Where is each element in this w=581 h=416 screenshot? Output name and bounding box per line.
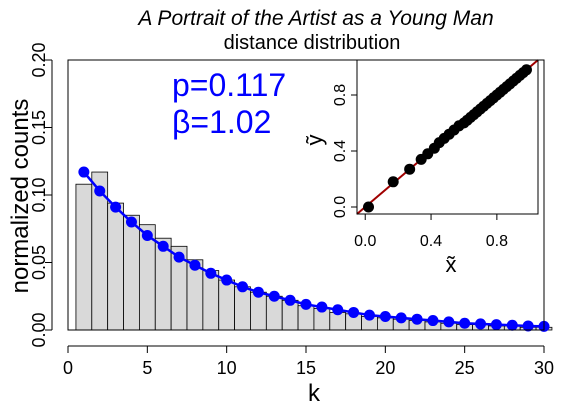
inset-y-tick-label: 0.0: [332, 196, 349, 218]
inset-point: [520, 64, 532, 76]
y-axis-label: normalized counts: [7, 99, 34, 294]
fit-point: [459, 317, 471, 329]
x-tick-label: 15: [296, 358, 316, 378]
fit-point: [522, 320, 534, 332]
fit-point: [427, 315, 439, 327]
histogram-bar: [250, 291, 267, 331]
fit-point: [348, 306, 360, 318]
inset-panel: [356, 59, 539, 215]
fit-point: [78, 166, 90, 178]
fit-point: [284, 294, 296, 306]
histogram-bar: [107, 202, 124, 331]
fit-point: [268, 290, 280, 302]
x-tick-label: 10: [217, 358, 237, 378]
inset-y-tick-label: 0.4: [332, 140, 349, 162]
fit-point: [189, 259, 201, 271]
x-tick-label: 30: [534, 358, 554, 378]
fit-point: [379, 311, 391, 322]
x-tick-label: 0: [63, 358, 73, 378]
fit-point: [363, 309, 375, 321]
inset-point: [404, 163, 416, 175]
y-tick-label: 0.05: [29, 245, 49, 280]
inset-frame: [356, 59, 539, 215]
x-axis-label: k: [308, 380, 321, 407]
fit-point: [395, 312, 407, 324]
chart-title: A Portrait of the Artist as a Young Man: [136, 7, 493, 30]
fit-point: [443, 316, 455, 328]
fit-point: [125, 216, 137, 228]
inset-y-axis-label: ỹ: [302, 135, 327, 146]
fit-point: [475, 318, 487, 330]
histogram-bar: [154, 237, 172, 331]
fit-point: [237, 281, 249, 293]
fit-point: [94, 185, 106, 197]
fit-point: [173, 251, 185, 263]
main-panel: [67, 59, 553, 332]
main-plot-frame: [67, 59, 545, 331]
histogram-bar: [234, 286, 251, 331]
y-tick-label: 0.15: [29, 110, 49, 145]
fit-point: [157, 240, 169, 252]
fit-point: [141, 230, 153, 241]
inset-x-tick-label: 0.8: [486, 233, 508, 250]
histogram-bar: [123, 214, 140, 331]
fit-point: [411, 313, 423, 325]
fit-point: [252, 286, 264, 298]
chart-subtitle: distance distribution: [224, 32, 401, 54]
inset-point: [363, 201, 375, 213]
fit-point: [221, 274, 233, 286]
y-tick-label: 0.10: [29, 177, 49, 212]
fit-point: [506, 319, 518, 331]
y-tick-label: 0.00: [29, 312, 49, 347]
inset-x-axis-label: x̃: [446, 252, 457, 277]
fit-point: [300, 298, 312, 310]
fit-point: [316, 301, 328, 313]
fit-point: [110, 201, 122, 213]
inset-y-tick-label: 0.8: [332, 84, 349, 106]
inset-point: [387, 176, 399, 188]
fit-point: [490, 319, 502, 331]
inset-x-tick-label: 0.0: [354, 233, 376, 250]
histogram-bar: [75, 183, 93, 331]
annotation-beta: β=1.02: [172, 104, 271, 140]
x-tick-label: 5: [142, 358, 152, 378]
main-ticks: 0 5 10 15 20 25 30 0.00 0.05 0.10 0.15 0.20: [29, 42, 554, 378]
histogram-bar: [202, 270, 220, 331]
x-tick-label: 25: [455, 358, 475, 378]
fit-point: [332, 304, 344, 316]
x-tick-label: 20: [375, 358, 395, 378]
inset-x-tick-label: 0.4: [420, 233, 442, 250]
histogram-bar: [218, 279, 236, 331]
annotation-p: p=0.117: [172, 67, 286, 103]
inset-ticks: 0.0 0.4 0.8 0.0 0.4 0.8: [332, 84, 508, 250]
y-tick-label: 0.20: [29, 42, 49, 77]
fit-point: [205, 267, 217, 279]
